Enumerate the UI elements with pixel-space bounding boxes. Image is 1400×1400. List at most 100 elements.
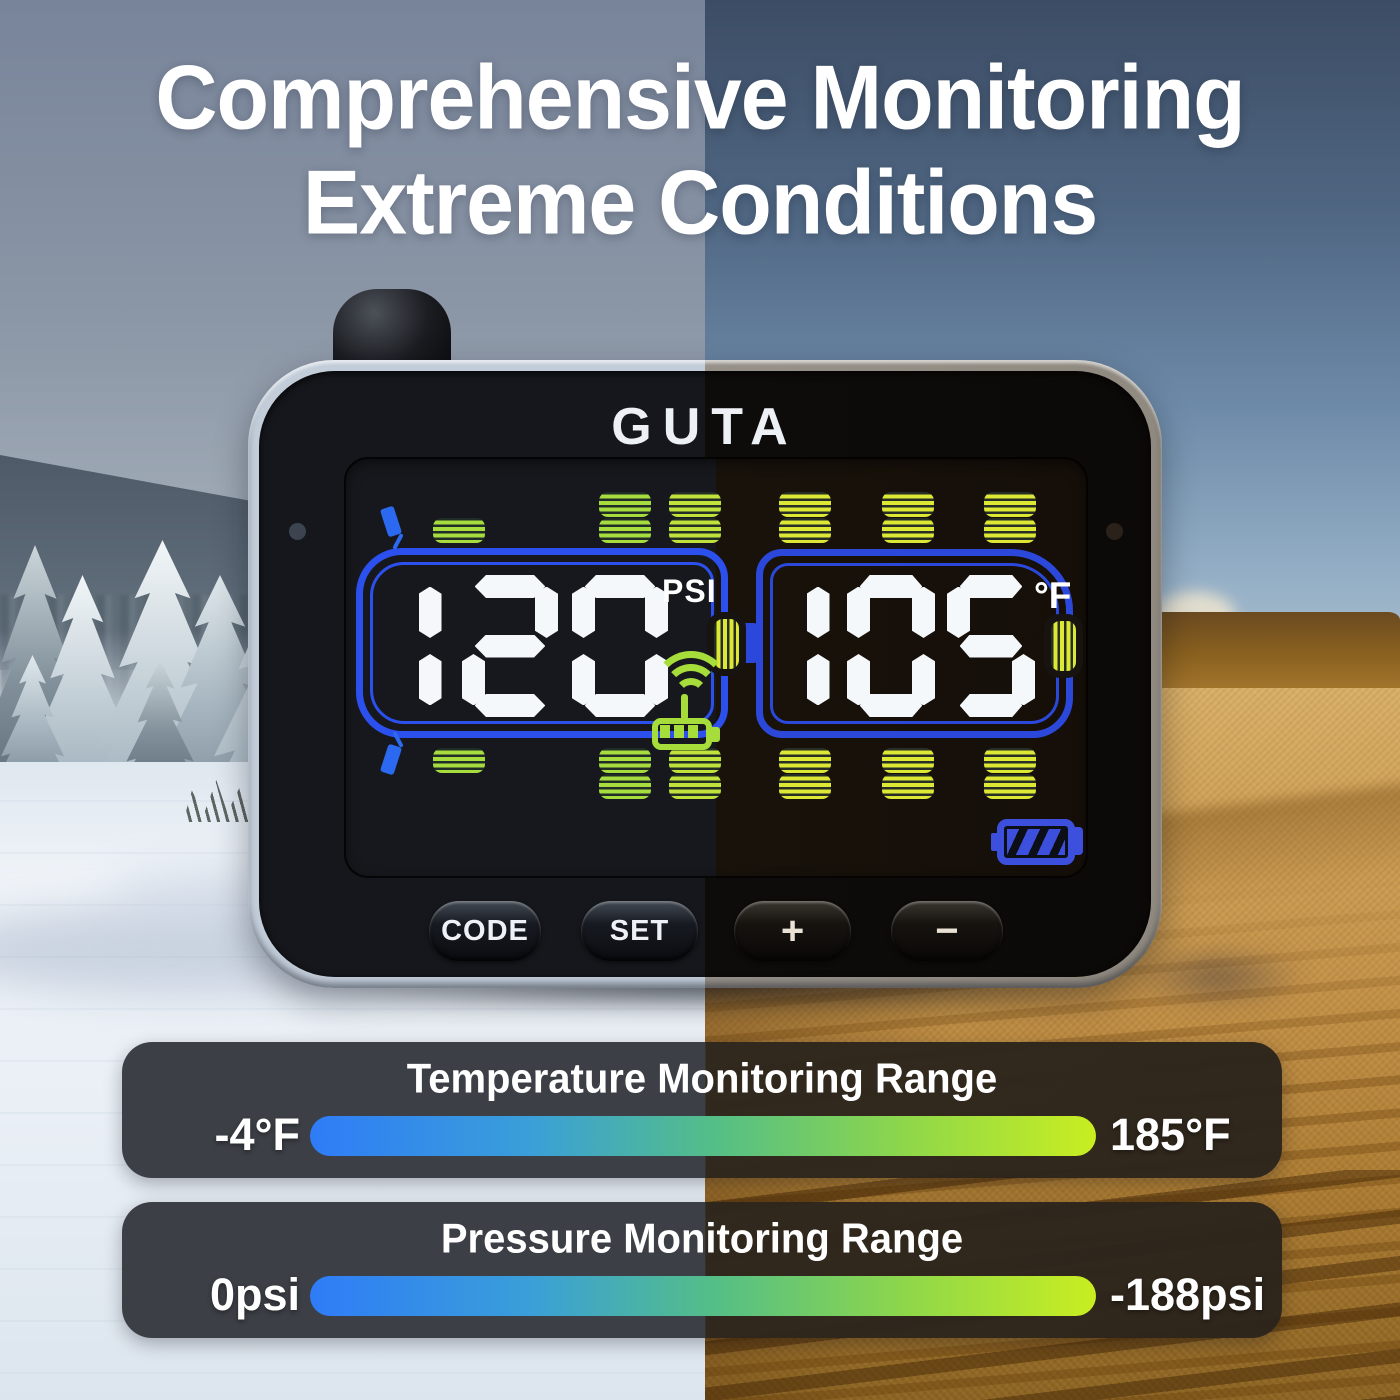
segment [462,654,485,706]
segment [859,575,923,598]
segment [572,586,595,638]
tire-icon [669,518,721,543]
screw-dot-icon [1106,523,1123,540]
segment [847,586,870,638]
tire-icon [433,518,485,543]
battery-terminal [1073,827,1083,855]
signal-arc [663,664,719,720]
tire-icon [669,748,721,773]
tire-icon [984,492,1036,517]
segment [912,654,935,706]
segment [1012,654,1035,706]
headline: Comprehensive Monitoring Extreme Conditi… [0,46,1400,256]
tire-icon [779,492,831,517]
brand-logo: GUTA [611,398,799,456]
tire-icon [1051,621,1076,671]
seven-segment-digit [847,575,935,717]
signal-level-bar [660,725,670,738]
segment [806,586,830,638]
tire-icon [669,492,721,517]
lcd-screen: PSI °F [344,457,1088,878]
headline-line2: Extreme Conditions [302,152,1098,254]
segment [584,575,656,598]
temperature-reading [801,575,1035,717]
tire-icon [882,748,934,773]
seven-segment-digit [947,575,1035,717]
tire-icon [984,774,1036,799]
pressure-gradient-bar [310,1276,1096,1316]
device-sand-shadow [1128,944,1308,1010]
segment [645,586,668,638]
segment [959,694,1023,717]
segment [947,586,970,638]
temperature-range-title: Temperature Monitoring Range [406,1055,998,1103]
code-button[interactable]: CODE [429,901,541,961]
segment [474,694,546,717]
set-button[interactable]: SET [581,901,698,961]
mirror-icon [379,743,403,776]
segment [474,575,546,598]
seven-segment-digit [412,575,448,717]
tire-icon [882,518,934,543]
tire-icon [599,774,651,799]
tire-icon [669,774,721,799]
signal-level-bar [688,725,698,738]
tire-icon [984,518,1036,543]
seven-segment-digit [462,575,558,717]
battery-charge-stripes [1007,829,1065,855]
segment [572,654,595,706]
segment [418,654,442,706]
pressure-range-title: Pressure Monitoring Range [440,1215,964,1263]
signal-box [652,718,712,750]
tire-icon [433,748,485,773]
temperature-min-label: -4°F [214,1109,301,1160]
segment [584,694,656,717]
temperature-max-label: 185°F [1110,1109,1231,1160]
plus-button[interactable]: + [734,901,851,961]
signal-stem [681,694,688,720]
battery-icon [997,819,1075,865]
screw-dot-icon [289,523,306,540]
pressure-unit: PSI [662,573,717,609]
segment [418,586,442,638]
device-front-face: GUTA [259,371,1151,977]
tire-icon [599,748,651,773]
segment [959,575,1023,598]
pressure-reading [412,575,668,717]
tire-icon [779,518,831,543]
hitch-icon [742,623,757,663]
tire-icon [984,748,1036,773]
temperature-gradient-bar [310,1116,1096,1156]
temperature-unit: °F [1034,575,1072,616]
temperature-range-panel: Temperature Monitoring Range -4°F 185°F [122,1042,1282,1178]
truck-outline-inner [370,562,714,724]
tire-icon [882,492,934,517]
pressure-range-panel: Pressure Monitoring Range 0psi -188psi [122,1202,1282,1338]
pressure-max-label: -188psi [1110,1269,1266,1320]
signal-arc [674,678,708,712]
segment [474,634,546,658]
mirror-icon [379,505,403,538]
tpms-monitor-device: GUTA [248,360,1162,988]
segment [535,586,558,638]
tire-icon [599,518,651,543]
segment [859,694,923,717]
tire-icon [714,619,739,669]
tire-icon [779,774,831,799]
pressure-min-label: 0psi [209,1269,300,1320]
headline-line1: Comprehensive Monitoring [155,47,1245,149]
tire-icon [882,774,934,799]
signal-box-tab [712,727,720,742]
tire-icon [779,748,831,773]
signal-repeater-icon [652,651,730,729]
segment [912,586,935,638]
seven-segment-digit [801,575,835,717]
tire-icon [599,492,651,517]
signal-level-bar [674,725,684,738]
segment [959,634,1023,658]
segment [847,654,870,706]
battery-tab [991,833,998,851]
segment [806,654,830,706]
minus-button[interactable]: − [891,901,1003,961]
